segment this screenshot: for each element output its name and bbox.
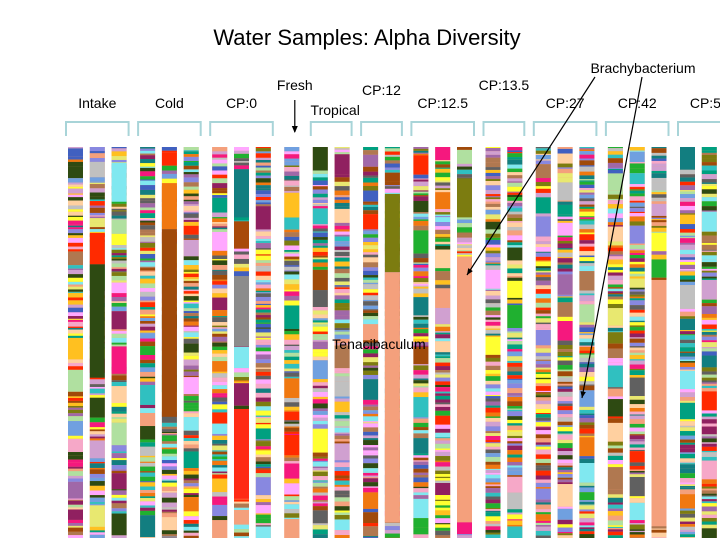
- dominant-segment: [234, 221, 249, 249]
- brachybacterium-arrow-1: [466, 76, 596, 276]
- bar-15: [413, 147, 429, 538]
- group-bracket: [309, 121, 353, 136]
- dominant-segment: [384, 193, 400, 273]
- chart-title: Water Samples: Alpha Diversity: [213, 25, 520, 50]
- bar-26: [680, 147, 695, 538]
- bars-layer: [68, 147, 717, 538]
- bar-1: [68, 147, 83, 538]
- dominant-segment: [234, 170, 249, 218]
- bar-8: [234, 147, 249, 538]
- group-label: Tropical: [311, 102, 360, 118]
- brachybacterium-arrow-2-head: [580, 391, 586, 398]
- bar-18: [485, 147, 501, 538]
- dominant-segment: [161, 186, 177, 230]
- dominant-segment: [161, 229, 177, 417]
- bar-19: [507, 147, 523, 538]
- dominant-segment: [457, 256, 472, 523]
- group-label: Fresh: [277, 77, 313, 93]
- group-bracket: [209, 121, 274, 136]
- dominant-segment: [651, 279, 667, 527]
- group-bracket: [532, 121, 598, 136]
- group-label: Intake: [78, 95, 116, 111]
- bar-6: [183, 147, 199, 538]
- dominant-segment: [111, 162, 127, 202]
- group-bracket: [482, 121, 526, 136]
- dominant-segment: [89, 264, 105, 378]
- bar-11: [312, 147, 328, 538]
- annotations-layer: Brachybacterium Tenacibaculum: [332, 60, 696, 399]
- dominant-segment: [89, 233, 105, 265]
- group-bracket: [604, 121, 670, 136]
- group-bracket: [137, 121, 202, 136]
- group-bracket: [410, 121, 475, 136]
- fresh-arrow-head: [291, 126, 298, 133]
- group-label: CP:13.5: [479, 77, 530, 93]
- group-bracket: [360, 121, 403, 136]
- group-label: CP:12.5: [417, 95, 468, 111]
- bar-14: [384, 147, 400, 538]
- bar-13: [363, 147, 379, 538]
- bar-27: [701, 147, 717, 538]
- bar-17: [457, 147, 472, 538]
- bar-23: [607, 147, 623, 538]
- dominant-segment: [234, 276, 249, 347]
- annotation-brachybacterium: Brachybacterium: [590, 60, 695, 76]
- group-brackets-layer: [65, 100, 720, 136]
- bar-7: [212, 147, 228, 538]
- group-label: Cold: [155, 95, 184, 111]
- bar-16: [435, 147, 451, 538]
- dominant-segment: [384, 272, 400, 523]
- group-label: CP:53: [690, 95, 720, 111]
- group-bracket: [677, 121, 720, 136]
- bar-12: [334, 147, 350, 538]
- dominant-segment: [111, 346, 127, 374]
- brachybacterium-arrow-2: [581, 76, 643, 399]
- group-label: CP:0: [226, 95, 257, 111]
- bar-24: [629, 147, 645, 538]
- bar-5: [161, 147, 177, 538]
- bar-20: [535, 147, 551, 538]
- dominant-segment: [457, 178, 472, 218]
- bar-25: [651, 147, 667, 538]
- bar-9: [255, 147, 271, 538]
- bar-22: [579, 147, 595, 538]
- annotation-tenacibaculum: Tenacibaculum: [332, 336, 425, 352]
- group-bracket: [65, 121, 130, 136]
- dominant-segment: [234, 408, 249, 499]
- bar-2: [89, 147, 105, 538]
- bar-21: [557, 147, 573, 538]
- bar-10: [284, 147, 300, 538]
- bar-4: [140, 147, 156, 538]
- brachybacterium-arrow-1-head: [467, 268, 473, 275]
- bar-3: [111, 147, 127, 538]
- group-label: CP:12: [362, 82, 401, 98]
